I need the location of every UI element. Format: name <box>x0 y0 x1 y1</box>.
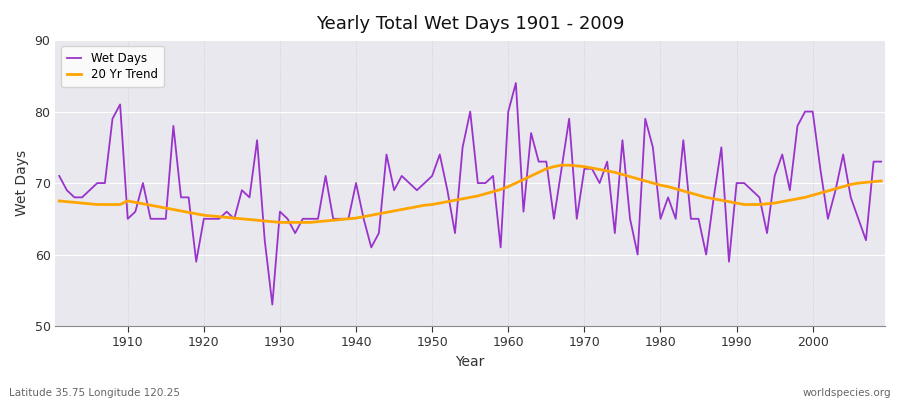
20 Yr Trend <box>274 220 285 225</box>
Legend: Wet Days, 20 Yr Trend: Wet Days, 20 Yr Trend <box>61 46 164 87</box>
20 Yr Trend <box>876 178 886 183</box>
Title: Yearly Total Wet Days 1901 - 2009: Yearly Total Wet Days 1901 - 2009 <box>316 15 625 33</box>
Line: 20 Yr Trend: 20 Yr Trend <box>59 165 881 222</box>
20 Yr Trend <box>503 184 514 189</box>
20 Yr Trend <box>290 220 301 225</box>
Wet Days <box>290 231 301 236</box>
Text: worldspecies.org: worldspecies.org <box>803 388 891 398</box>
20 Yr Trend <box>609 170 620 175</box>
20 Yr Trend <box>336 217 346 222</box>
Wet Days <box>510 80 521 85</box>
20 Yr Trend <box>114 202 125 207</box>
Wet Days <box>503 109 514 114</box>
20 Yr Trend <box>556 163 567 168</box>
Wet Days <box>609 231 620 236</box>
Text: Latitude 35.75 Longitude 120.25: Latitude 35.75 Longitude 120.25 <box>9 388 180 398</box>
Line: Wet Days: Wet Days <box>59 83 881 304</box>
Wet Days <box>876 159 886 164</box>
Wet Days <box>54 174 65 178</box>
Wet Days <box>518 209 529 214</box>
Y-axis label: Wet Days: Wet Days <box>15 150 29 216</box>
20 Yr Trend <box>510 181 521 186</box>
Wet Days <box>336 216 346 221</box>
Wet Days <box>114 102 125 107</box>
Wet Days <box>267 302 278 307</box>
20 Yr Trend <box>54 198 65 203</box>
X-axis label: Year: Year <box>455 355 485 369</box>
